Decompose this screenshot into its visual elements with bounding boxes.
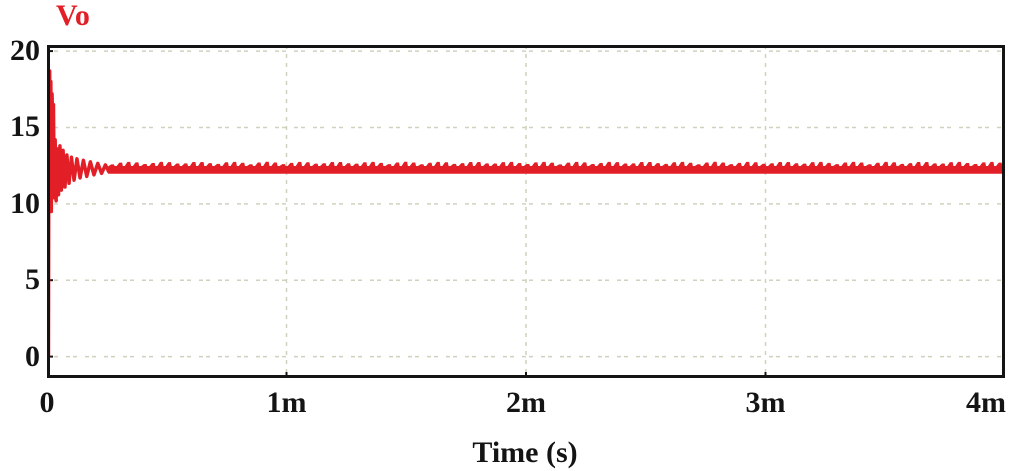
vo-ripple-band [108, 161, 1005, 174]
x-tick-label: 4m [966, 386, 1006, 419]
x-axis-title: Time (s) [472, 436, 578, 469]
y-tick-label: 0 [25, 339, 40, 373]
series-legend-label: Vo [56, 0, 90, 32]
plot-area [47, 45, 1005, 378]
y-tick-label: 15 [10, 110, 40, 144]
plot-border [47, 45, 1005, 378]
waveform-svg [47, 45, 1005, 378]
y-tick-label: 20 [10, 34, 40, 68]
vo-trace [47, 69, 111, 359]
x-tick-label: 0 [39, 386, 55, 419]
y-tick-label: 5 [25, 263, 40, 297]
x-tick-label: 1m [266, 386, 307, 419]
y-tick-label: 10 [10, 186, 40, 220]
x-tick-label: 3m [745, 386, 786, 419]
x-tick-label: 2m [506, 386, 546, 419]
